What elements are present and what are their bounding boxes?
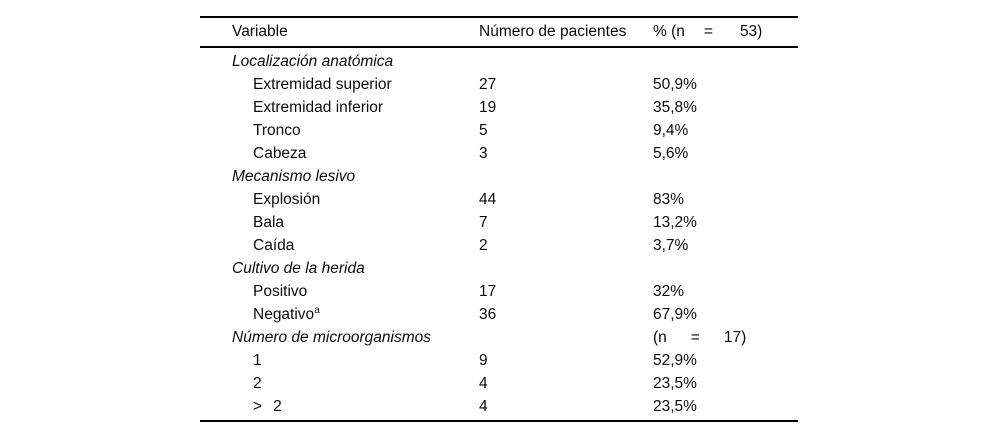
row-percent: 52,9% — [653, 352, 697, 369]
row-label: Extremidad inferior — [253, 99, 384, 116]
footnote-marker-a: a — [314, 304, 320, 316]
header-percent-prefix: % (n — [653, 23, 685, 40]
table-row-extremidad-superior: Extremidad superior 27 50,9% — [200, 73, 798, 96]
table-row-extremidad-inferior: Extremidad inferior 19 35,8% — [200, 96, 798, 119]
table-row-positivo: Positivo 17 32% — [200, 280, 798, 303]
header-percent-equals: = — [703, 23, 713, 40]
patients-table: Variable Número de pacientes % (n = 53) Lo… — [200, 16, 798, 422]
section-label: Mecanismo lesivo — [232, 168, 356, 185]
row-percent: 67,9% — [653, 306, 697, 323]
table-header-row: Variable Número de pacientes % (n = 53) — [200, 18, 798, 46]
subtotal-value: 17) — [723, 329, 747, 346]
row-count: 27 — [479, 76, 497, 93]
header-variable: Variable — [200, 23, 479, 41]
row-label: Bala — [253, 214, 285, 231]
table-row-explosion: Explosión 44 83% — [200, 188, 798, 211]
row-count: 3 — [479, 145, 488, 162]
table-row-section-microorganismos: Número de microorganismos (n = 17) — [200, 326, 798, 349]
row-label: Negativo — [253, 306, 315, 323]
table-row-more-than-two-organisms: >2 4 23,5% — [200, 395, 798, 418]
row-label: Tronco — [253, 122, 301, 139]
table-header-rule — [200, 46, 798, 48]
row-percent: 3,7% — [653, 237, 689, 254]
section-label: Localización anatómica — [232, 53, 394, 70]
row-percent: 35,8% — [653, 99, 697, 116]
row-percent: 9,4% — [653, 122, 689, 139]
subtotal-prefix: (n — [653, 329, 667, 346]
table-row-section-cultivo: Cultivo de la herida — [200, 257, 798, 280]
table-row-bala: Bala 7 13,2% — [200, 211, 798, 234]
row-percent: 83% — [653, 191, 685, 208]
table-row-one-organism: 1 9 52,9% — [200, 349, 798, 372]
row-label: Caída — [253, 237, 295, 254]
row-label: Positivo — [253, 283, 308, 300]
table-bottom-rule — [200, 420, 798, 422]
section-label: Cultivo de la herida — [232, 260, 365, 277]
row-count: 2 — [479, 237, 488, 254]
row-label: Explosión — [253, 191, 321, 208]
row-count: 4 — [479, 375, 488, 392]
table-body: Localización anatómica Extremidad superi… — [200, 48, 798, 420]
row-percent: 32% — [653, 283, 685, 300]
header-percent-total: 53) — [739, 23, 763, 40]
row-label-gt: > — [253, 398, 263, 415]
row-count: 5 — [479, 122, 488, 139]
row-percent: 5,6% — [653, 145, 689, 162]
row-count: 4 — [479, 398, 488, 415]
header-percent: % (n = 53) — [653, 23, 798, 41]
row-percent: 23,5% — [653, 375, 697, 392]
row-subtotal: (n = 17) — [653, 326, 798, 349]
section-label: Número de microorganismos — [232, 329, 431, 346]
header-num-pacientes-label: Número de pacientes — [479, 23, 627, 40]
row-count: 17 — [479, 283, 497, 300]
row-count: 9 — [479, 352, 488, 369]
row-label: 2 — [253, 375, 262, 392]
table-row-section-localizacion: Localización anatómica — [200, 50, 798, 73]
table-row-caida: Caída 2 3,7% — [200, 234, 798, 257]
header-variable-label: Variable — [232, 23, 288, 40]
table-row-cabeza: Cabeza 3 5,6% — [200, 142, 798, 165]
table-row-section-mecanismo: Mecanismo lesivo — [200, 165, 798, 188]
table-row-tronco: Tronco 5 9,4% — [200, 119, 798, 142]
table-row-two-organisms: 2 4 23,5% — [200, 372, 798, 395]
row-label: Extremidad superior — [253, 76, 392, 93]
row-count: 36 — [479, 306, 497, 323]
row-count: 44 — [479, 191, 497, 208]
row-label: 1 — [253, 352, 262, 369]
row-count: 19 — [479, 99, 497, 116]
table-row-negativo: Negativoa 36 67,9% — [200, 303, 798, 326]
table-top-rule — [200, 16, 798, 18]
header-num-pacientes: Número de pacientes — [479, 23, 653, 41]
row-percent: 23,5% — [653, 398, 697, 415]
row-count: 7 — [479, 214, 488, 231]
row-percent: 50,9% — [653, 76, 697, 93]
row-label-value: 2 — [273, 398, 282, 415]
row-percent: 13,2% — [653, 214, 697, 231]
row-label: Cabeza — [253, 145, 307, 162]
subtotal-equals: = — [690, 329, 700, 346]
